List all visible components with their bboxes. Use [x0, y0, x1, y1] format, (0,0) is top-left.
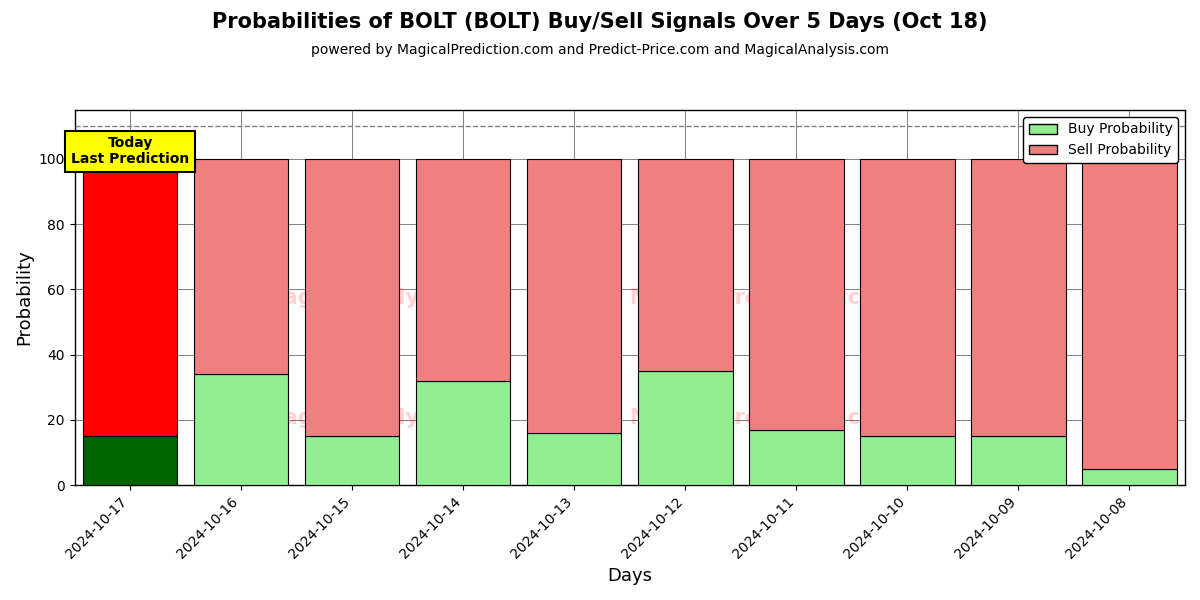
Bar — [194, 159, 288, 374]
Bar — [638, 159, 732, 371]
Text: MagicalAnalysis.com: MagicalAnalysis.com — [263, 287, 508, 308]
Bar — [1082, 159, 1177, 469]
Bar — [749, 430, 844, 485]
Bar — [638, 371, 732, 485]
Bar — [527, 159, 622, 433]
Bar — [860, 159, 955, 436]
Text: MagicalAnalysis.com: MagicalAnalysis.com — [263, 407, 508, 428]
Bar — [305, 159, 400, 436]
Text: MagicalPrediction.com: MagicalPrediction.com — [630, 407, 896, 428]
Bar — [749, 159, 844, 430]
Bar — [971, 436, 1066, 485]
Bar — [860, 436, 955, 485]
Bar — [971, 159, 1066, 436]
Text: powered by MagicalPrediction.com and Predict-Price.com and MagicalAnalysis.com: powered by MagicalPrediction.com and Pre… — [311, 43, 889, 57]
Bar — [305, 436, 400, 485]
Bar — [83, 436, 178, 485]
Text: Probabilities of BOLT (BOLT) Buy/Sell Signals Over 5 Days (Oct 18): Probabilities of BOLT (BOLT) Buy/Sell Si… — [212, 12, 988, 32]
Text: MagicalPrediction.com: MagicalPrediction.com — [630, 287, 896, 308]
Bar — [416, 381, 510, 485]
Bar — [194, 374, 288, 485]
Bar — [527, 433, 622, 485]
Bar — [416, 159, 510, 381]
X-axis label: Days: Days — [607, 567, 653, 585]
Legend: Buy Probability, Sell Probability: Buy Probability, Sell Probability — [1024, 117, 1178, 163]
Bar — [83, 159, 178, 436]
Bar — [1082, 469, 1177, 485]
Text: Today
Last Prediction: Today Last Prediction — [71, 136, 190, 166]
Y-axis label: Probability: Probability — [16, 250, 34, 346]
